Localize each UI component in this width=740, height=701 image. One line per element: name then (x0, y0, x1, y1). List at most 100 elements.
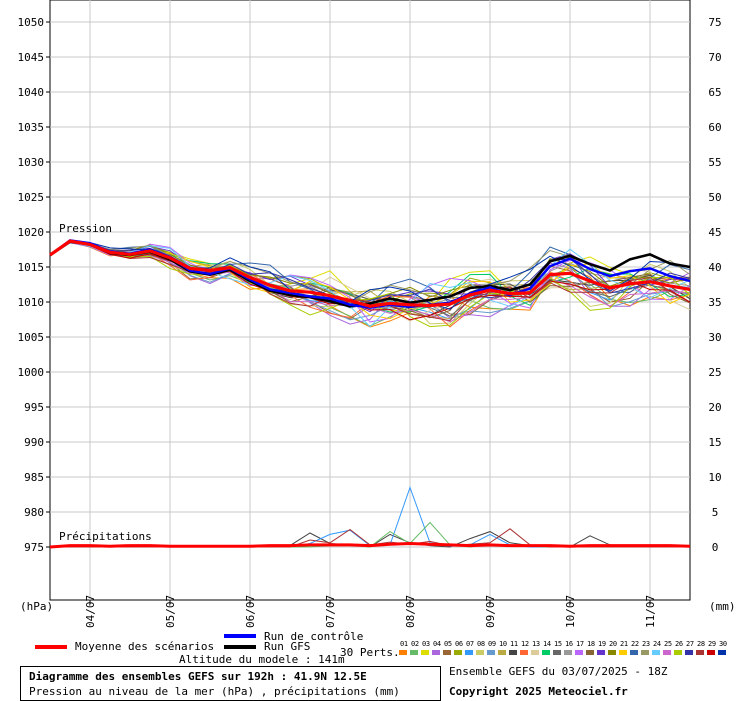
member-swatch-label: 20 (609, 640, 617, 648)
x-tick-label: 04/07 (84, 595, 97, 628)
member-swatch (432, 650, 440, 655)
left-tick-label: 1015 (18, 261, 45, 274)
member-swatch (553, 650, 561, 655)
member-swatch (564, 650, 572, 655)
right-tick-label: 0 (712, 541, 719, 554)
left-tick-label: 1020 (18, 226, 45, 239)
member-swatch (718, 650, 726, 655)
plot-frame (49, 0, 691, 601)
legend-gfs-label: Run GFS (264, 640, 311, 653)
legend-control-swatch (224, 634, 256, 638)
left-tick-label: 1040 (18, 86, 45, 99)
member-swatch-label: 22 (631, 640, 639, 648)
member-swatch (630, 650, 638, 655)
member-swatch-label: 06 (455, 640, 463, 648)
chart-subtitle: Pression au niveau de la mer (hPa) , pré… (29, 685, 400, 698)
legend-control-label: Run de contrôle (264, 630, 364, 643)
member-swatch-label: 02 (411, 640, 419, 648)
member-swatch-label: 16 (565, 640, 573, 648)
copyright: Copyright 2025 Meteociel.fr (449, 685, 628, 698)
member-swatch-label: 04 (433, 640, 441, 648)
right-tick-label: 65 (708, 86, 721, 99)
left-tick-label: 985 (24, 471, 44, 484)
member-swatch (685, 650, 693, 655)
member-swatch (487, 650, 495, 655)
member-swatch (575, 650, 583, 655)
left-tick-label: 1050 (18, 16, 45, 29)
member-swatch (696, 650, 704, 655)
member-swatch (707, 650, 715, 655)
left-tick-label: 975 (24, 541, 44, 554)
member-swatch-label: 29 (708, 640, 716, 648)
x-tick-label: 09/07 (484, 595, 497, 628)
member-swatch-label: 01 (400, 640, 408, 648)
right-tick-label: 50 (708, 191, 721, 204)
member-swatch (509, 650, 517, 655)
member-swatch-label: 27 (686, 640, 694, 648)
member-swatch (498, 650, 506, 655)
member-swatch-label: 23 (642, 640, 650, 648)
member-swatch (641, 650, 649, 655)
member-swatch (608, 650, 616, 655)
member-swatch-label: 05 (444, 640, 452, 648)
member-line (49, 240, 691, 321)
member-swatch (476, 650, 484, 655)
right-tick-label: 60 (708, 121, 721, 134)
member-swatch (454, 650, 462, 655)
series-line (49, 239, 691, 308)
member-swatch-label: 19 (598, 640, 606, 648)
x-tick-label: 05/07 (164, 595, 177, 628)
altitude-label: Altitude du modele : 141m (179, 653, 345, 666)
left-tick-label: 1035 (18, 121, 45, 134)
ensemble-members (49, 239, 691, 548)
member-swatch-label: 03 (422, 640, 430, 648)
right-tick-label: 30 (708, 331, 721, 344)
left-tick-label: 995 (24, 401, 44, 414)
member-swatch (674, 650, 682, 655)
member-swatch-label: 25 (664, 640, 672, 648)
annotation-precip: Précipitations (59, 530, 152, 543)
member-swatch (652, 650, 660, 655)
member-swatch-label: 18 (587, 640, 595, 648)
right-tick-label: 70 (708, 51, 721, 64)
member-swatch-label: 11 (510, 640, 518, 648)
right-tick-label: 10 (708, 471, 721, 484)
x-tick-label: 07/07 (324, 595, 337, 628)
member-swatch-label: 15 (554, 640, 562, 648)
left-tick-label: 1010 (18, 296, 45, 309)
member-swatch-label: 14 (543, 640, 551, 648)
x-tick-label: 10/07 (564, 595, 577, 628)
left-axis-ticks: 1050 1045 1040 1035 1030 1025 1020 1015 1010 1005… (18, 16, 50, 554)
member-swatch-label: 12 (521, 640, 529, 648)
chart-title: Diagramme des ensembles GEFS sur 192h : … (29, 670, 367, 683)
member-swatch-label: 17 (576, 640, 584, 648)
right-tick-label: 55 (708, 156, 721, 169)
left-tick-label: 1025 (18, 191, 45, 204)
x-tick-label: 08/07 (404, 595, 417, 628)
left-unit: (hPa) (20, 600, 53, 613)
member-swatch (520, 650, 528, 655)
ensemble-info: Ensemble GEFS du 03/07/2025 - 18Z (449, 665, 668, 678)
member-swatch (597, 650, 605, 655)
right-tick-label: 40 (708, 261, 721, 274)
member-swatch-label: 30 (719, 640, 727, 648)
member-swatch (663, 650, 671, 655)
member-swatch (542, 650, 550, 655)
right-tick-label: 5 (712, 506, 719, 519)
legend-gfs-swatch (224, 645, 256, 649)
member-swatch (443, 650, 451, 655)
member-swatch-label: 10 (499, 640, 507, 648)
member-swatch-label: 24 (653, 640, 661, 648)
right-unit: (mm) (709, 600, 736, 613)
x-axis-ticks: 04/07 05/07 06/07 07/07 08/07 09/07 10/07 11/07 (84, 595, 657, 628)
legend-mean-swatch (35, 645, 67, 649)
left-tick-label: 1045 (18, 51, 45, 64)
legend-perts-label: 30 Perts. (340, 646, 400, 659)
member-swatch-label: 21 (620, 640, 628, 648)
left-tick-label: 1030 (18, 156, 45, 169)
main-series (49, 239, 691, 549)
member-swatch-label: 09 (488, 640, 496, 648)
annotation-pression: Pression (59, 222, 112, 235)
